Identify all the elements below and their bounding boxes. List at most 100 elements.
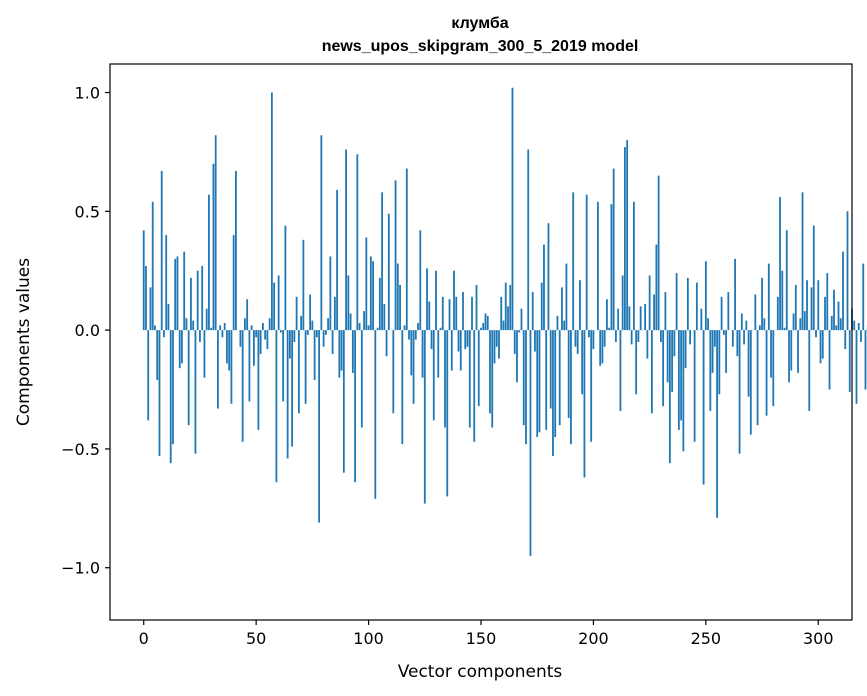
bar — [360, 330, 363, 428]
bar — [293, 330, 296, 342]
bar — [475, 284, 478, 331]
bar — [178, 330, 181, 369]
bar — [160, 170, 163, 331]
bar — [725, 330, 727, 373]
bar — [190, 277, 192, 331]
bar — [358, 322, 361, 331]
bar — [259, 330, 262, 354]
bar — [853, 320, 856, 331]
bar — [788, 330, 790, 383]
bar — [468, 330, 471, 428]
bar — [462, 292, 464, 331]
bar — [266, 330, 269, 350]
bar — [257, 330, 260, 430]
bar — [185, 318, 188, 331]
bar — [650, 330, 653, 414]
bar — [754, 294, 757, 331]
bar — [743, 330, 745, 345]
bar — [239, 330, 242, 347]
bar — [297, 330, 300, 414]
bar — [552, 330, 554, 457]
bar — [347, 275, 350, 331]
bar — [342, 330, 345, 473]
bar — [459, 330, 462, 371]
bar — [419, 230, 422, 331]
bar — [626, 140, 629, 331]
bar — [172, 330, 174, 445]
bar — [837, 301, 840, 331]
chart-title: клумба — [451, 15, 508, 32]
bar — [372, 261, 374, 331]
bar — [417, 322, 419, 331]
bar — [763, 318, 766, 331]
bar — [615, 330, 617, 342]
bar — [214, 135, 217, 331]
x-axis-ticks: 0 50 100 150 200 250 300 — [139, 620, 834, 648]
bar — [527, 149, 530, 331]
bar — [309, 294, 312, 331]
bar — [291, 330, 294, 447]
bar-series — [142, 87, 867, 556]
bar — [610, 204, 613, 331]
bar — [187, 330, 190, 426]
y-tick-label: 1.0 — [75, 84, 100, 103]
bar — [156, 330, 159, 381]
bar — [803, 311, 806, 331]
bar — [426, 268, 428, 331]
bar — [707, 318, 709, 331]
bar — [561, 287, 563, 331]
bar — [493, 330, 496, 364]
bar — [579, 280, 581, 331]
bar — [812, 225, 815, 331]
bar — [689, 330, 692, 345]
bar — [709, 330, 712, 411]
x-tick-label: 300 — [803, 629, 834, 648]
bar — [718, 330, 721, 395]
bar — [504, 282, 507, 331]
bar — [601, 330, 604, 364]
bar — [450, 330, 453, 371]
bar — [801, 192, 804, 331]
bar — [282, 330, 285, 402]
bar — [592, 330, 595, 350]
bar — [758, 325, 761, 331]
bar — [421, 330, 424, 378]
bar — [381, 192, 383, 331]
bar — [713, 330, 716, 347]
bar — [311, 320, 314, 331]
bar — [531, 292, 534, 331]
bar — [808, 330, 811, 411]
bar — [320, 135, 323, 331]
bar — [284, 225, 287, 331]
bar — [781, 270, 784, 331]
bar — [731, 330, 734, 347]
bar — [734, 258, 736, 331]
bar — [399, 284, 401, 331]
bar — [630, 330, 633, 345]
x-axis-label: Vector components — [398, 662, 563, 682]
bar — [819, 330, 822, 364]
bar — [815, 330, 817, 338]
bar — [232, 235, 235, 331]
bar — [720, 296, 723, 331]
bar — [181, 330, 183, 364]
bar — [354, 330, 356, 483]
bar — [556, 315, 559, 331]
bar — [855, 330, 858, 404]
bar — [374, 330, 377, 499]
bar — [628, 306, 631, 331]
bar — [356, 154, 359, 331]
bar — [765, 330, 768, 416]
bar — [217, 330, 219, 409]
bar — [776, 296, 779, 331]
bar — [453, 270, 455, 331]
bar — [387, 213, 390, 331]
bar — [176, 256, 179, 331]
bar — [558, 330, 561, 426]
bar — [567, 330, 570, 419]
bar — [268, 318, 271, 331]
bar — [644, 303, 647, 331]
bar — [165, 235, 168, 331]
bar — [839, 318, 842, 331]
bar — [435, 270, 437, 331]
